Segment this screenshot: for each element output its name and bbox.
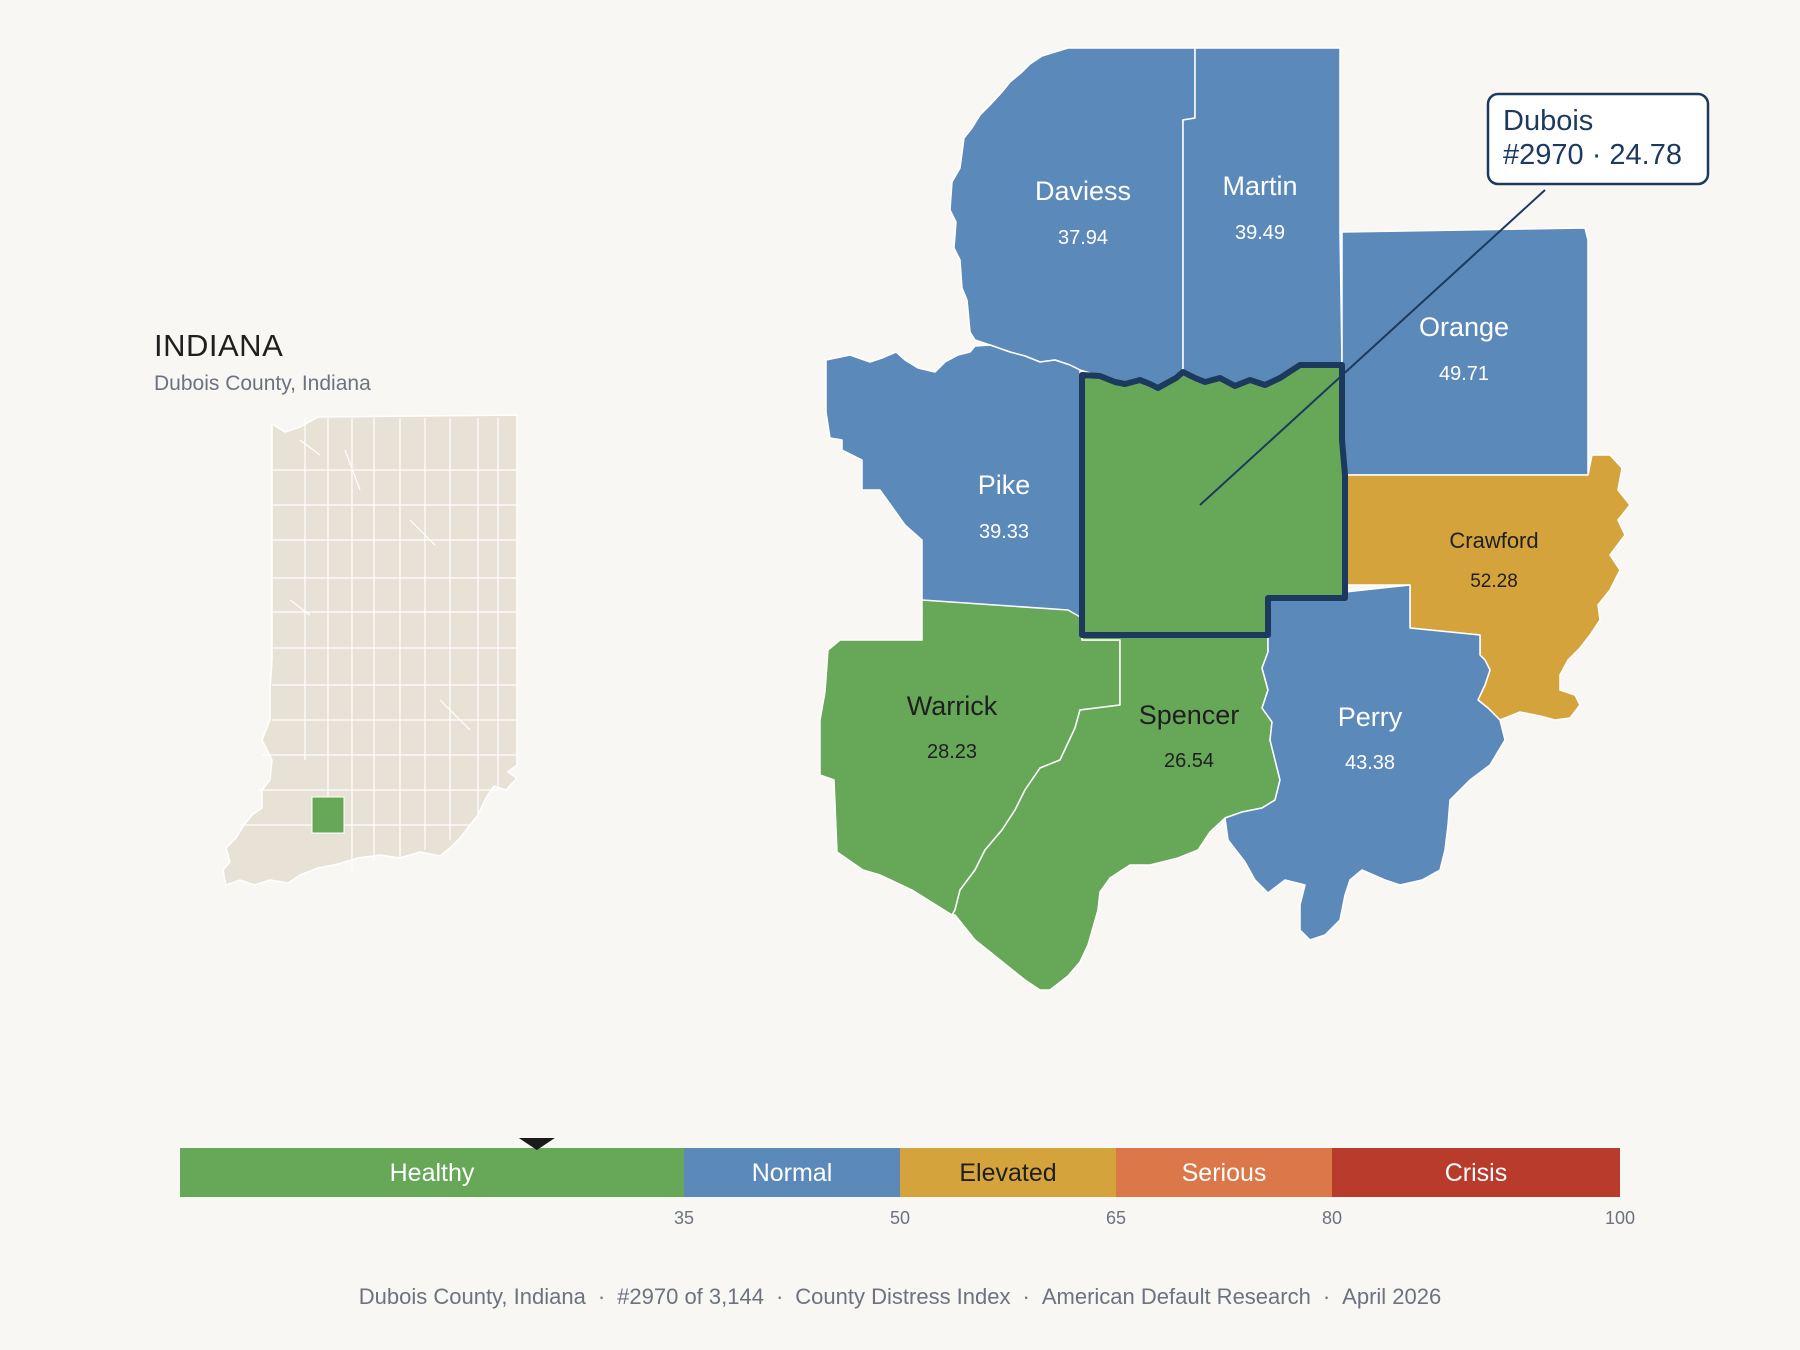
county-label-daviess: Daviess	[1035, 176, 1131, 206]
county-martin[interactable]	[1182, 47, 1343, 387]
scale-segment-serious	[1116, 1148, 1332, 1197]
dubois-callout: Dubois #2970 · 24.78	[1199, 92, 1710, 506]
county-label-warrick: Warrick	[907, 691, 998, 721]
county-labels: Daviess 37.94 Martin 39.49 Orange 49.71 …	[907, 171, 1539, 774]
footer-county: Dubois County, Indiana	[358, 1284, 586, 1309]
scale-tick-35: 35	[674, 1208, 694, 1228]
county-dubois[interactable]	[1079, 362, 1348, 638]
scale-tick-80: 80	[1322, 1208, 1342, 1228]
county-daviess[interactable]	[949, 47, 1196, 389]
scale-label-serious: Serious	[1182, 1159, 1267, 1187]
callout-leader-line	[1199, 189, 1546, 506]
county-value-crawford: 52.28	[1470, 571, 1518, 592]
scale-segment-normal	[684, 1148, 900, 1197]
scale-label-healthy: Healthy	[390, 1159, 475, 1187]
county-pike[interactable]	[825, 344, 1083, 631]
county-perry[interactable]	[1224, 584, 1506, 941]
county-value-warrick: 28.23	[927, 741, 977, 763]
indiana-state-shape	[222, 414, 519, 886]
distress-scale-legend: Healthy Normal Elevated Serious Crisis 35 50 65…	[180, 1138, 1635, 1228]
county-label-spencer: Spencer	[1139, 700, 1240, 730]
county-value-martin: 39.49	[1235, 222, 1285, 244]
footer-date: April 2026	[1342, 1284, 1442, 1309]
footer-index: County Distress Index	[795, 1284, 1011, 1309]
inset-state-title: INDIANA	[154, 328, 284, 363]
scale-tick-65: 65	[1106, 1208, 1126, 1228]
scale-segment-elevated	[900, 1148, 1116, 1197]
inset-dubois-highlight	[311, 796, 345, 834]
callout-box	[1486, 92, 1710, 186]
inset-subtitle: Dubois County, Indiana	[154, 372, 371, 395]
county-value-spencer: 26.54	[1164, 750, 1214, 772]
county-value-orange: 49.71	[1439, 363, 1489, 385]
inset-county-lines	[240, 418, 517, 870]
county-label-crawford: Crawford	[1449, 528, 1538, 553]
county-orange[interactable]	[1341, 227, 1589, 476]
scale-label-normal: Normal	[752, 1159, 833, 1187]
scale-label-crisis: Crisis	[1445, 1159, 1508, 1187]
footer-rank: #2970 of 3,144	[617, 1284, 764, 1309]
footer-caption: Dubois County, Indiana · #2970 of 3,144 · Co…	[358, 1284, 1442, 1309]
county-value-perry: 43.38	[1345, 752, 1395, 774]
county-label-orange: Orange	[1419, 312, 1509, 342]
footer-source: American Default Research	[1041, 1284, 1311, 1309]
county-map	[819, 47, 1631, 991]
scale-segment-crisis	[1332, 1148, 1620, 1197]
county-value-pike: 39.33	[979, 521, 1029, 543]
county-label-pike: Pike	[978, 470, 1031, 500]
callout-county-name: Dubois	[1503, 105, 1593, 137]
scale-tick-100: 100	[1605, 1208, 1635, 1228]
scale-marker-triangle	[518, 1138, 555, 1150]
county-label-martin: Martin	[1222, 171, 1297, 201]
scale-label-elevated: Elevated	[959, 1159, 1056, 1187]
indiana-inset-map	[222, 414, 519, 886]
scale-tick-50: 50	[890, 1208, 910, 1228]
callout-rank-score: #2970 · 24.78	[1503, 139, 1682, 171]
scale-segment-healthy	[180, 1148, 684, 1197]
county-value-daviess: 37.94	[1058, 227, 1108, 249]
county-label-perry: Perry	[1338, 702, 1403, 732]
